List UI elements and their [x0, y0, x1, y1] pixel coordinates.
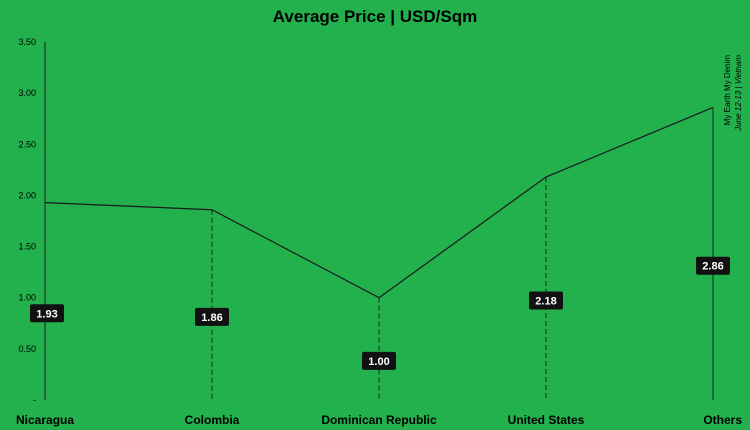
y-tick-label: 0.50: [18, 344, 36, 354]
x-tick-label: Colombia: [185, 413, 240, 427]
data-label-text: 1.93: [36, 308, 57, 320]
data-label-box: [696, 256, 730, 275]
data-label: 1.93: [30, 304, 64, 323]
data-label-text: 2.18: [535, 296, 556, 308]
series-line: [44, 106, 714, 299]
y-tick-label: 1.00: [18, 293, 36, 303]
data-label: 1.00: [362, 351, 396, 370]
watermark: My Earth My Denim June 12-13 | Vietnam: [723, 55, 743, 132]
data-label-box: [30, 304, 64, 323]
y-tick-label: 2.50: [18, 139, 36, 149]
data-label: 2.86: [696, 256, 730, 275]
y-tick-label: 3.50: [18, 37, 36, 47]
data-label-text: 1.00: [368, 356, 389, 368]
x-axis: Nicaragua Colombia Dominican Republic Unite…: [16, 413, 742, 427]
chart-title: Average Price | USD/Sqm: [273, 7, 477, 26]
data-label-box: [529, 291, 563, 310]
x-tick-label: Dominican Republic: [321, 413, 437, 427]
data-label-box: [362, 351, 396, 370]
drop-lines: [211, 107, 714, 400]
data-labels: 1.93 1.86 1.00 2.18 2.86: [30, 256, 730, 370]
watermark-line1: My Earth My Denim: [723, 55, 732, 126]
x-tick-label: United States: [508, 413, 585, 427]
y-axis: - 0.50 1.00 1.50 2.00 2.50 3.00 3.50: [18, 37, 46, 405]
data-label-text: 1.86: [201, 312, 222, 324]
y-tick-label: -: [33, 395, 36, 405]
data-label-box: [195, 307, 229, 326]
watermark-line2: June 12-13 | Vietnam: [734, 55, 743, 132]
y-tick-label: 1.50: [18, 242, 36, 252]
x-tick-label: Nicaragua: [16, 413, 74, 427]
y-tick-label: 2.00: [18, 190, 36, 200]
x-tick-label: Others: [703, 413, 742, 427]
data-label: 2.18: [529, 291, 563, 310]
data-label: 1.86: [195, 307, 229, 326]
data-label-text: 2.86: [702, 261, 723, 273]
y-tick-label: 3.00: [18, 88, 36, 98]
